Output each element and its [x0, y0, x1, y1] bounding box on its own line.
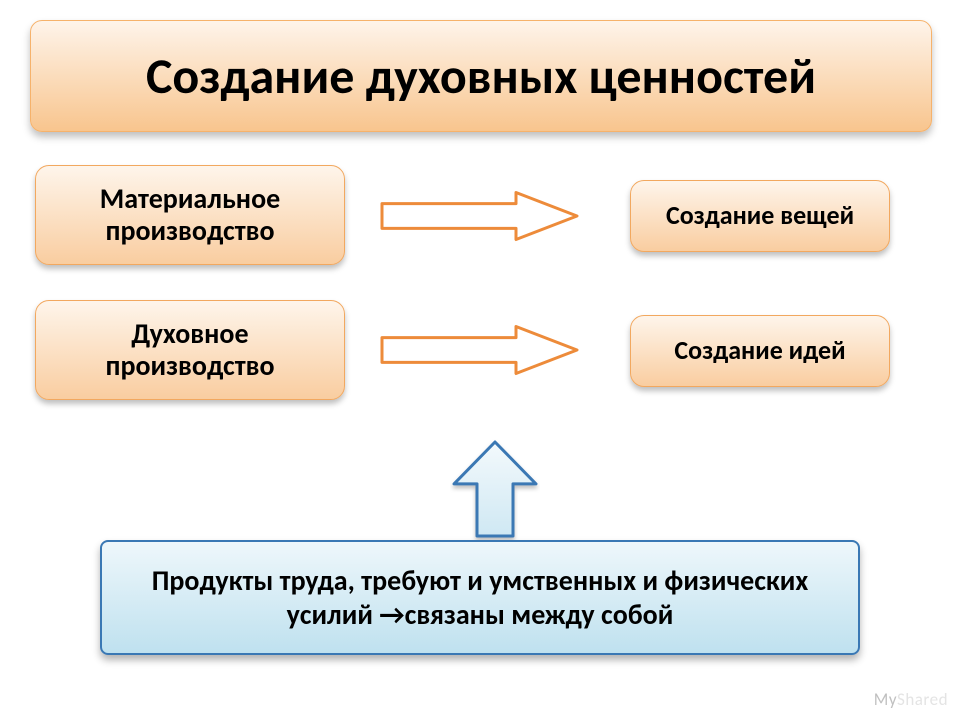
watermark-my: My: [874, 689, 897, 710]
node-create-things: Создание вещей: [630, 180, 890, 252]
node-label: Материальное производство: [44, 183, 336, 247]
node-material-production: Материальное производство: [35, 165, 345, 265]
bottom-callout: Продукты труда, требуют и умственных и ф…: [100, 540, 860, 655]
node-label: Создание идей: [674, 336, 845, 366]
arrow-right-icon: [380, 322, 580, 378]
title-box: Создание духовных ценностей: [30, 20, 932, 132]
slide-canvas: Создание духовных ценностей Материальное…: [0, 0, 960, 720]
watermark: MyShared: [874, 689, 948, 710]
bottom-text: Продукты труда, требуют и умственных и ф…: [126, 564, 834, 631]
arrow-up-icon: [450, 438, 540, 540]
watermark-shared: Shared: [897, 689, 948, 710]
arrow-right-icon: [380, 188, 580, 244]
node-label: Духовное производство: [44, 318, 336, 382]
node-spiritual-production: Духовное производство: [35, 300, 345, 400]
title-text: Создание духовных ценностей: [146, 46, 816, 107]
node-label: Создание вещей: [666, 201, 854, 231]
node-create-ideas: Создание идей: [630, 315, 890, 387]
